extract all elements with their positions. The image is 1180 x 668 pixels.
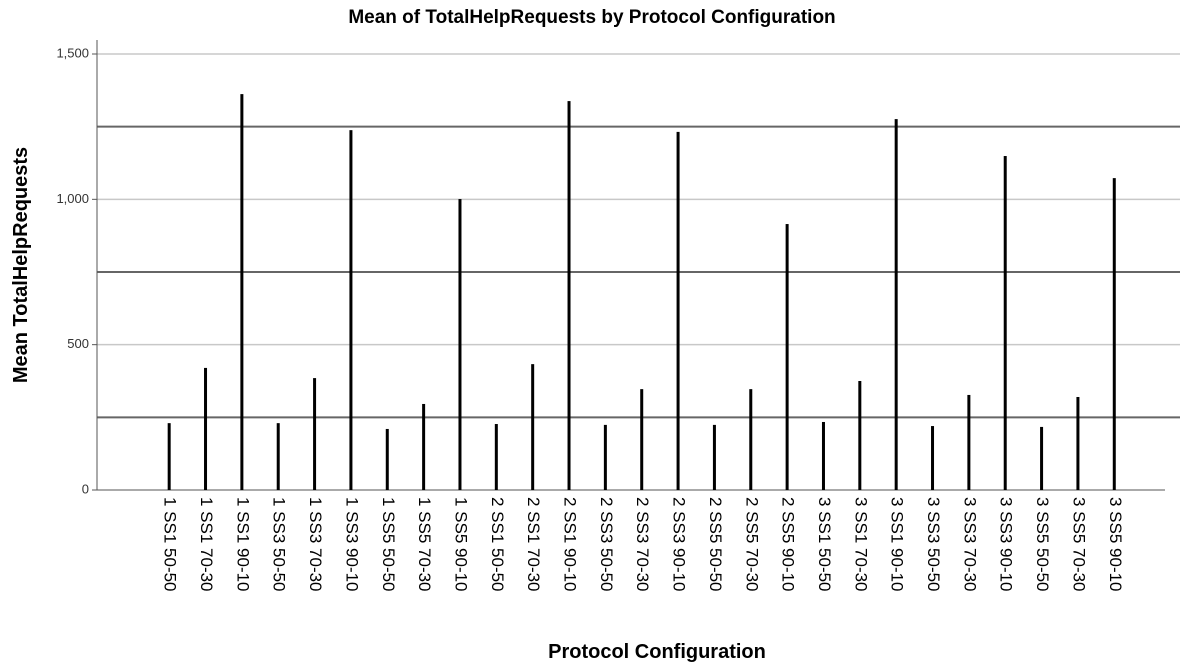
y-tick-label: 1,500 bbox=[56, 45, 89, 60]
bar bbox=[531, 364, 535, 490]
bar bbox=[858, 381, 862, 490]
x-tick-label: 3 SS5 70-30 bbox=[1069, 497, 1088, 592]
x-tick-label: 1 SS3 90-10 bbox=[342, 497, 361, 592]
x-tick-label: 2 SS5 50-50 bbox=[706, 497, 725, 592]
x-tick-label: 3 SS1 50-50 bbox=[815, 497, 834, 592]
bar bbox=[931, 426, 935, 490]
bar bbox=[458, 199, 462, 490]
x-tick-label: 3 SS3 70-30 bbox=[960, 497, 979, 592]
x-tick-label: 1 SS3 50-50 bbox=[270, 497, 289, 592]
x-tick-label: 2 SS1 50-50 bbox=[488, 497, 507, 592]
x-tick-label: 3 SS5 50-50 bbox=[1033, 497, 1052, 592]
bar bbox=[712, 424, 716, 490]
bar bbox=[1003, 156, 1007, 491]
bar bbox=[422, 403, 426, 490]
y-axis-title: Mean TotalHelpRequests bbox=[10, 147, 32, 383]
bar bbox=[240, 94, 244, 490]
bar bbox=[494, 424, 498, 490]
bar bbox=[894, 119, 898, 490]
bar bbox=[603, 424, 607, 490]
x-tick-label: 1 SS5 70-30 bbox=[415, 497, 434, 592]
x-axis-title: Protocol Configuration bbox=[548, 641, 766, 663]
x-tick-label: 3 SS3 50-50 bbox=[924, 497, 943, 592]
bar bbox=[1076, 396, 1080, 490]
bar bbox=[204, 367, 208, 490]
x-tick-label: 2 SS3 70-30 bbox=[633, 497, 652, 592]
x-tick-label: 3 SS5 90-10 bbox=[1106, 497, 1125, 592]
bar bbox=[385, 428, 389, 490]
chart-title: Mean of TotalHelpRequests by Protocol Co… bbox=[348, 7, 835, 28]
bar bbox=[313, 378, 317, 490]
bar bbox=[1112, 178, 1116, 490]
x-tick-label: 1 SS1 70-30 bbox=[197, 497, 216, 592]
x-tick-label: 2 SS5 70-30 bbox=[742, 497, 761, 592]
bar bbox=[167, 423, 171, 490]
bar bbox=[967, 394, 971, 490]
x-tick-label: 1 SS5 90-10 bbox=[451, 497, 470, 592]
x-tick-label: 2 SS3 90-10 bbox=[670, 497, 689, 592]
x-tick-label: 3 SS1 90-10 bbox=[888, 497, 907, 592]
x-tick-label: 1 SS1 90-10 bbox=[233, 497, 252, 592]
x-tick-label: 1 SS5 50-50 bbox=[379, 497, 398, 592]
x-tick-label: 2 SS1 90-10 bbox=[561, 497, 580, 592]
y-tick-label: 1,000 bbox=[56, 191, 89, 206]
bar bbox=[349, 130, 353, 490]
bar bbox=[1040, 426, 1044, 490]
bar bbox=[749, 389, 753, 490]
x-tick-label: 1 SS3 70-30 bbox=[306, 497, 325, 592]
x-tick-label: 3 SS1 70-30 bbox=[851, 497, 870, 592]
bar bbox=[785, 224, 789, 491]
x-tick-label: 3 SS3 90-10 bbox=[997, 497, 1016, 592]
x-tick-label: 2 SS3 50-50 bbox=[597, 497, 616, 592]
bar bbox=[640, 389, 644, 490]
bar bbox=[676, 131, 680, 490]
y-tick-label: 500 bbox=[67, 336, 89, 351]
y-tick-label: 0 bbox=[82, 481, 89, 496]
x-tick-label: 2 SS5 90-10 bbox=[779, 497, 798, 592]
x-tick-label: 1 SS1 50-50 bbox=[161, 497, 180, 592]
bar bbox=[567, 101, 571, 490]
x-tick-label: 2 SS1 70-30 bbox=[524, 497, 543, 592]
bar bbox=[821, 421, 825, 490]
bar bbox=[276, 423, 280, 490]
